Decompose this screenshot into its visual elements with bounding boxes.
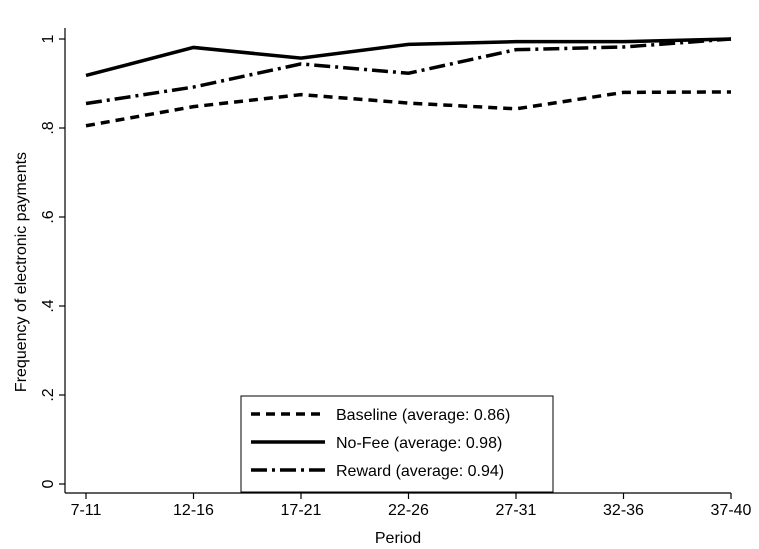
legend-label: No-Fee (average: 0.98) <box>336 435 502 452</box>
legend: Baseline (average: 0.86) No-Fee (average:… <box>240 395 554 493</box>
series-line-solid <box>85 37 732 78</box>
x-tick-label: 27-31 <box>496 502 537 519</box>
x-tick-label: 12-16 <box>173 502 214 519</box>
y-tick-label: 0 <box>40 479 57 488</box>
x-tick-label: 17-21 <box>281 502 322 519</box>
x-tick-label: 22-26 <box>388 502 429 519</box>
y-tick-label: 1 <box>40 34 57 43</box>
x-tick-label: 37-40 <box>711 502 752 519</box>
legend-label: Baseline (average: 0.86) <box>336 407 510 424</box>
axes: 0 .2 .4 .6 .8 1 7-11 12-16 17-21 22-26 27-31 32-36 3… <box>40 28 752 519</box>
x-tick-label: 7-11 <box>71 502 102 519</box>
series-layer <box>85 37 732 128</box>
y-axis-title: Frequency of electronic payments <box>13 152 30 392</box>
y-tick-label: .2 <box>40 388 57 401</box>
series-line-dash-dot <box>85 37 732 106</box>
legend-label: Reward (average: 0.94) <box>336 463 504 480</box>
y-tick-label: .4 <box>40 299 57 312</box>
legend-box <box>240 395 554 493</box>
y-tick-label: .6 <box>40 210 57 223</box>
series-line-dashed <box>85 90 732 128</box>
y-tick-label: .8 <box>40 121 57 134</box>
x-axis-title: Period <box>375 530 421 547</box>
x-tick-label: 32-36 <box>603 502 644 519</box>
